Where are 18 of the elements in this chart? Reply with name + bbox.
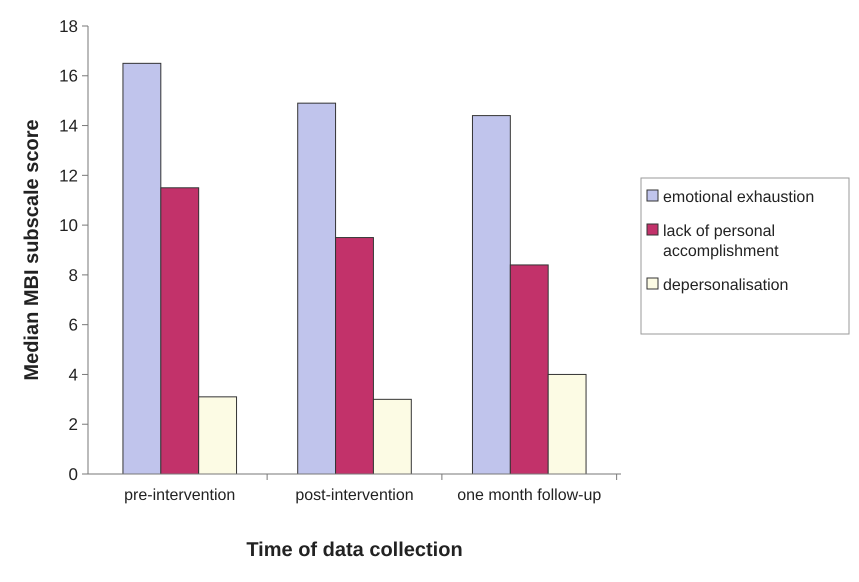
y-axis-title: Median MBI subscale score bbox=[21, 119, 43, 381]
y-tick-label: 6 bbox=[68, 316, 78, 335]
y-tick-label: 8 bbox=[68, 266, 78, 285]
y-tick-label: 12 bbox=[59, 166, 78, 186]
y-tick-label: 0 bbox=[68, 464, 78, 484]
y-tick-label: 18 bbox=[59, 16, 78, 36]
y-tick-label: 16 bbox=[59, 66, 78, 86]
x-axis-title: Time of data collection bbox=[246, 539, 463, 561]
legend-label: lack of personal accomplishment bbox=[663, 223, 780, 260]
y-tick-label: 14 bbox=[59, 116, 78, 136]
legend-label: emotional exhaustion bbox=[663, 189, 814, 206]
y-tick-label: 2 bbox=[68, 415, 78, 434]
x-tick-label: post-intervention bbox=[295, 487, 414, 504]
y-tick-label: 4 bbox=[68, 365, 78, 384]
x-tick-label: pre-intervention bbox=[124, 487, 236, 504]
x-tick-label: one month follow-up bbox=[457, 487, 602, 504]
y-tick-label: 10 bbox=[59, 216, 78, 236]
legend-label: depersonalisation bbox=[663, 277, 788, 294]
